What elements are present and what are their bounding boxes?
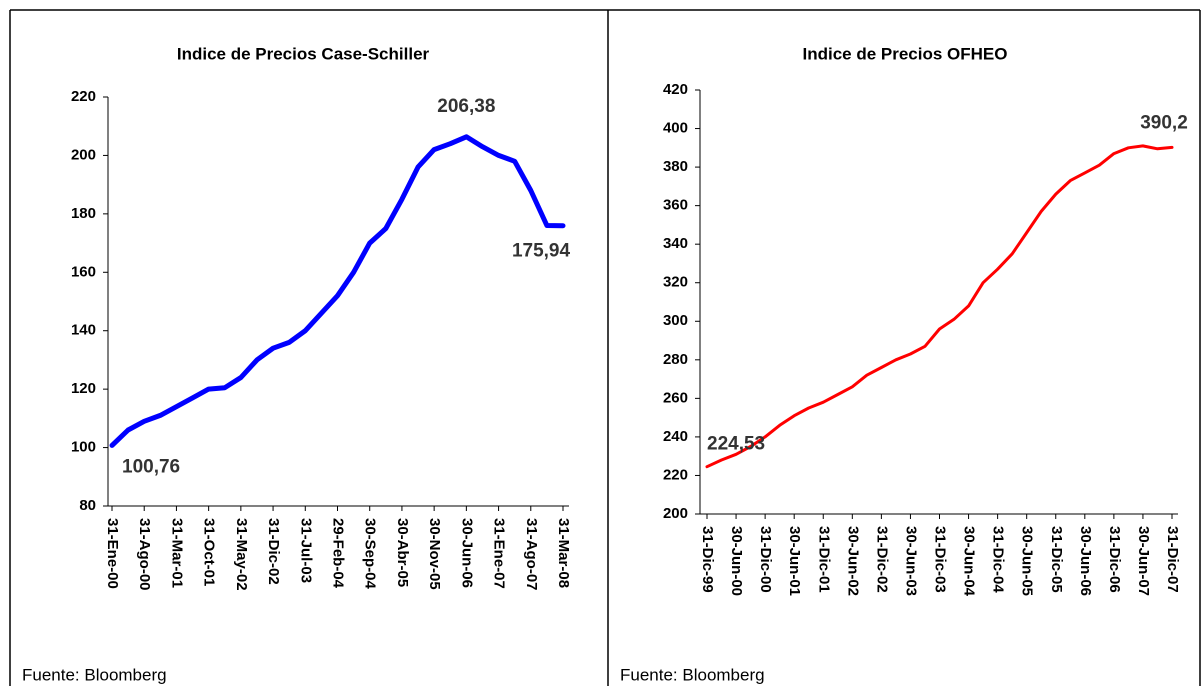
x-tick-label: 31-Dic-02 — [873, 526, 890, 593]
x-tick-label: 30-Jun-05 — [1019, 526, 1036, 596]
y-tick-label: 420 — [663, 81, 688, 98]
y-tick-label: 300 — [663, 312, 688, 329]
line-series — [705, 144, 1174, 469]
x-tick-label: 31-Dic-05 — [1048, 526, 1065, 593]
value-label: 175,94 — [512, 241, 571, 262]
x-tick-label: 31-Dic-03 — [932, 526, 949, 593]
chart-title: Indice de Precios OFHEO — [802, 44, 1007, 63]
y-tick-label: 160 — [71, 263, 96, 280]
value-label: 390,2 — [1140, 112, 1188, 133]
y-tick-label: 240 — [663, 428, 688, 445]
x-tick-label: 31-Ene-00 — [104, 518, 121, 589]
y-tick-label: 380 — [663, 158, 688, 175]
x-tick-label: 30-Jun-04 — [961, 526, 978, 597]
y-tick-label: 320 — [663, 274, 688, 291]
y-tick-label: 220 — [663, 466, 688, 483]
source-note: Fuente: Bloomberg — [620, 665, 765, 684]
x-tick-label: 30-Jun-07 — [1135, 526, 1152, 596]
x-tick-label: 31-Dic-02 — [265, 518, 282, 585]
x-tick-label: 31-Dic-07 — [1164, 526, 1181, 593]
x-tick-label: 30-Jun-03 — [902, 526, 919, 596]
chart: Indice de Precios Case-Schiller 80 100 120 1… — [22, 44, 572, 684]
y-tick-label: 180 — [71, 205, 96, 222]
line-series — [109, 134, 566, 448]
y-tick-label: 80 — [79, 497, 96, 514]
x-tick-label: 30-Jun-00 — [728, 526, 745, 596]
chart: Indice de Precios OFHEO 200 220 240 260 280 30… — [620, 44, 1188, 684]
x-tick-label: 30-Abr-05 — [394, 518, 411, 587]
y-tick-label: 280 — [663, 351, 688, 368]
y-tick-label: 220 — [71, 88, 96, 105]
x-tick-label: 31-Dic-99 — [699, 526, 716, 593]
x-tick-label: 30-Nov-05 — [426, 518, 443, 590]
x-tick-label: 31-Dic-00 — [757, 526, 774, 593]
y-tick-label: 400 — [663, 120, 688, 137]
y-tick-label: 140 — [71, 322, 96, 339]
x-tick-label: 31-Ago-07 — [523, 518, 540, 591]
x-tick-label: 30-Jun-02 — [844, 526, 861, 596]
x-tick-label: 29-Feb-04 — [330, 518, 347, 589]
y-tick-label: 120 — [71, 380, 96, 397]
x-tick-label: 31-Mar-08 — [555, 518, 572, 588]
x-tick-label: 30-Jun-01 — [786, 526, 803, 596]
x-tick-label: 31-Ene-07 — [491, 518, 508, 589]
y-tick-label: 200 — [663, 505, 688, 522]
y-tick-label: 200 — [71, 146, 96, 163]
x-tick-label: 31-Dic-01 — [815, 526, 832, 593]
y-tick-label: 340 — [663, 235, 688, 252]
y-tick-label: 260 — [663, 389, 688, 406]
x-tick-label: 31-Dic-04 — [990, 526, 1007, 593]
x-tick-label: 31-Jul-03 — [297, 518, 314, 583]
y-tick-label: 360 — [663, 197, 688, 214]
x-tick-label: 30-Jun-06 — [1077, 526, 1094, 596]
value-label: 100,76 — [122, 456, 180, 477]
x-tick-label: 30-Sep-04 — [362, 518, 379, 590]
value-label: 206,38 — [437, 96, 495, 117]
value-label: 224,53 — [707, 434, 765, 455]
x-tick-label: 31-Ago-00 — [136, 518, 153, 591]
x-tick-label: 30-Jun-06 — [458, 518, 475, 588]
y-tick-label: 100 — [71, 439, 96, 456]
source-note: Fuente: Bloomberg — [22, 665, 167, 684]
x-tick-label: 31-Mar-01 — [168, 518, 185, 588]
x-tick-label: 31-May-02 — [233, 518, 250, 591]
x-tick-label: 31-Oct-01 — [201, 518, 218, 586]
frame — [9, 9, 1201, 686]
chart-title: Indice de Precios Case-Schiller — [177, 44, 430, 63]
x-tick-label: 31-Dic-06 — [1106, 526, 1123, 593]
